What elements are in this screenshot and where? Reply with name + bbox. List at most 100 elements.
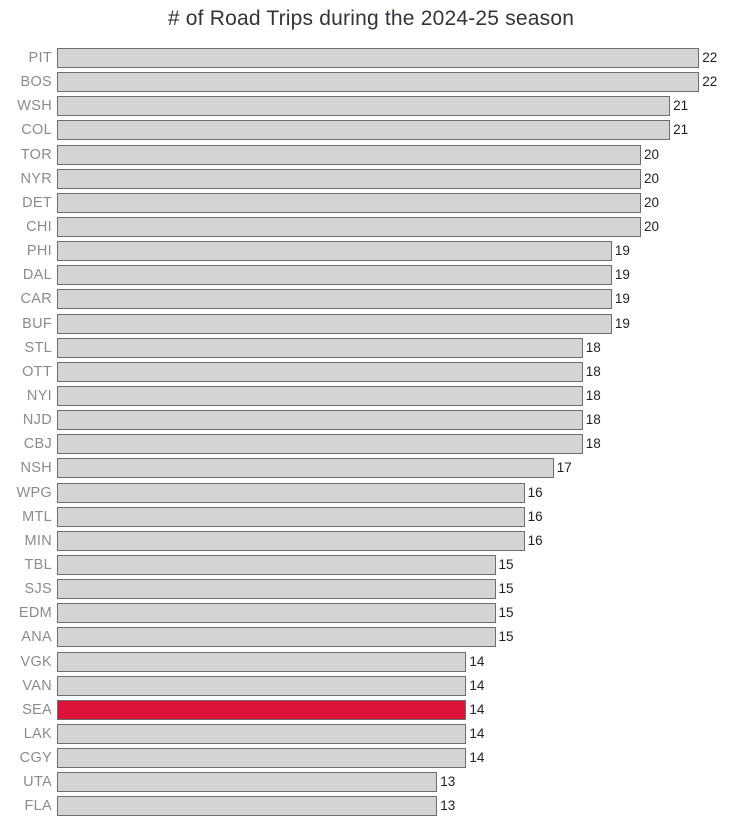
y-tick-label: PHI <box>26 243 52 260</box>
y-tick-label: WPG <box>16 484 52 501</box>
value-label: 15 <box>498 556 514 572</box>
y-tick-label: NSH <box>20 460 52 477</box>
value-label: 18 <box>585 339 601 355</box>
y-tick-label: COL <box>21 122 52 139</box>
value-label: 14 <box>469 701 485 717</box>
bar-row: NYI 18 <box>0 385 742 410</box>
bar <box>57 554 496 575</box>
bar <box>57 241 612 262</box>
bar-row: WPG 16 <box>0 482 742 507</box>
value-label: 16 <box>527 532 543 548</box>
value-label: 18 <box>585 436 601 452</box>
bar <box>57 723 467 744</box>
value-label: 22 <box>702 74 718 90</box>
bar-row: SJS 15 <box>0 579 742 603</box>
bar-row: CBJ 18 <box>0 434 742 458</box>
bar <box>57 144 641 165</box>
y-tick-label: LAK <box>23 725 52 742</box>
bar-row: NJD 18 <box>0 410 742 434</box>
value-label: 20 <box>644 146 660 162</box>
value-label: 18 <box>585 363 601 379</box>
y-tick-label: BOS <box>20 74 52 91</box>
value-label: 20 <box>644 194 660 210</box>
bar-row: CAR 19 <box>0 289 742 313</box>
y-tick-label: FLA <box>24 798 52 815</box>
value-label: 15 <box>498 629 514 645</box>
bar <box>57 627 496 648</box>
bar-row: MIN 16 <box>0 530 742 555</box>
value-label: 16 <box>527 508 543 524</box>
y-tick-label: STL <box>24 339 52 356</box>
value-label: 15 <box>498 605 514 621</box>
bar <box>57 337 583 358</box>
bar <box>57 530 525 551</box>
bar <box>57 192 641 213</box>
bar <box>57 385 583 406</box>
bar-row: FLA 13 <box>0 796 742 820</box>
y-tick-label: CHI <box>26 218 52 235</box>
bar <box>57 772 438 793</box>
y-tick-label: WSH <box>17 98 52 115</box>
bar <box>57 216 641 237</box>
chart-title: # of Road Trips during the 2024-25 seaso… <box>167 7 575 30</box>
bar-row: OTT 18 <box>0 361 742 386</box>
y-tick-label: SEA <box>22 701 52 718</box>
bar-row: SEA 14 <box>0 699 742 724</box>
y-tick-label: UTA <box>23 774 52 791</box>
y-tick-label: DAL <box>22 267 52 284</box>
bar-row: DET 20 <box>0 192 742 217</box>
bar-row: LAK 14 <box>0 723 742 748</box>
value-label: 14 <box>469 725 485 741</box>
value-label: 17 <box>556 460 572 476</box>
bar <box>57 651 467 672</box>
bar <box>57 482 525 503</box>
value-label: 18 <box>585 412 601 428</box>
y-tick-label: OTT <box>22 363 52 380</box>
value-label: 13 <box>440 798 456 814</box>
value-label: 14 <box>469 677 485 693</box>
y-tick-label: ANA <box>21 629 52 646</box>
bar <box>57 458 554 479</box>
bar <box>57 361 583 382</box>
bar-row: TBL 15 <box>0 554 742 579</box>
bar-row: COL 21 <box>0 120 742 144</box>
bar <box>57 48 700 68</box>
bar-row: PIT 22 <box>0 48 742 72</box>
value-label: 14 <box>469 653 485 669</box>
bar <box>57 313 612 334</box>
y-tick-label: NYI <box>26 387 52 404</box>
bar-row: DAL 19 <box>0 265 742 289</box>
y-tick-label: DET <box>22 194 52 211</box>
bar <box>57 289 612 310</box>
value-label: 16 <box>527 484 543 500</box>
bar-row: ANA 15 <box>0 627 742 651</box>
bar-row: CHI 20 <box>0 216 742 241</box>
y-tick-label: EDM <box>18 605 52 622</box>
bar-row: MTL 16 <box>0 506 742 531</box>
bar-row: VAN 14 <box>0 675 742 700</box>
bar <box>57 434 583 455</box>
bar-row: EDM 15 <box>0 603 742 627</box>
bar <box>57 748 467 769</box>
value-label: 21 <box>673 122 689 138</box>
bar <box>57 796 438 817</box>
value-label: 14 <box>469 750 485 766</box>
y-tick-label: VAN <box>22 677 52 694</box>
value-label: 19 <box>614 267 630 283</box>
bar-row: STL 18 <box>0 337 742 362</box>
bar <box>57 72 700 93</box>
bar-row: TOR 20 <box>0 144 742 169</box>
bar <box>57 120 671 141</box>
y-tick-label: NJD <box>22 412 52 429</box>
value-label: 19 <box>614 315 630 331</box>
bar <box>57 168 641 189</box>
y-tick-label: CAR <box>20 291 52 308</box>
bar <box>57 96 671 117</box>
value-label: 21 <box>673 98 689 114</box>
y-tick-label: MIN <box>24 532 52 549</box>
y-tick-label: VGK <box>20 653 52 670</box>
y-tick-label: NYR <box>20 170 52 187</box>
bar <box>57 675 467 696</box>
bar <box>57 506 525 527</box>
